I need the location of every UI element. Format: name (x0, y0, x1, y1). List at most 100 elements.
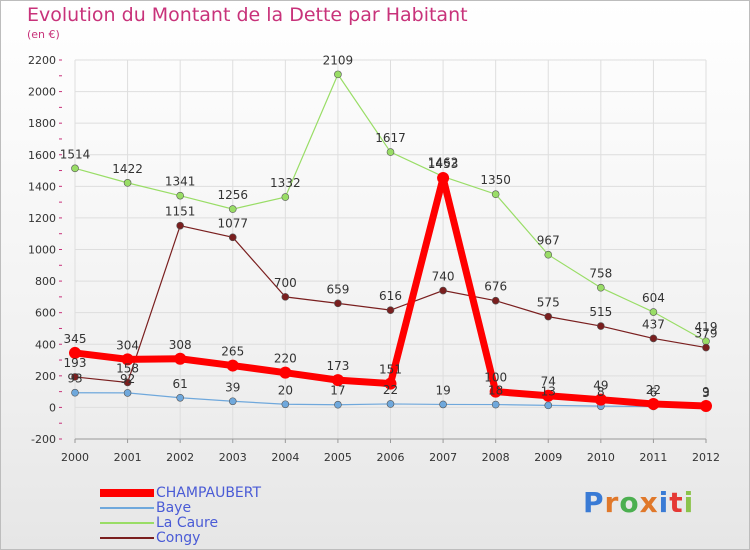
data-label: 6 (650, 385, 658, 399)
data-point (123, 179, 132, 187)
logo-letter: o (619, 486, 640, 519)
data-point (281, 400, 290, 409)
data-label: 616 (379, 289, 402, 303)
data-point (386, 400, 395, 408)
data-label: 758 (589, 267, 612, 281)
data-point (439, 400, 447, 409)
data-label: 13 (541, 384, 556, 398)
data-point (542, 389, 555, 402)
data-point (386, 306, 395, 314)
x-tick-label: 2012 (692, 451, 720, 464)
x-tick-label: 2008 (482, 451, 510, 464)
data-point (228, 205, 237, 213)
chart-unit-label: (en €) (27, 28, 60, 41)
data-point (69, 346, 81, 359)
data-label: 193 (64, 356, 87, 370)
legend-item: Congy (100, 530, 200, 546)
y-tick-label: 2200 (28, 54, 56, 67)
legend-swatch (100, 537, 154, 539)
data-point (176, 191, 184, 200)
legend-label: Baye (156, 500, 192, 516)
data-label: 437 (642, 317, 665, 331)
x-tick-label: 2011 (639, 451, 667, 464)
data-point (544, 312, 553, 321)
data-label: 49 (593, 379, 608, 393)
data-point (279, 366, 292, 379)
logo-letter: x (639, 486, 659, 519)
y-tick-label: 1000 (28, 244, 56, 257)
data-point (597, 322, 605, 330)
data-label: 173 (326, 359, 349, 373)
data-point (491, 296, 500, 305)
data-label: 575 (537, 296, 560, 310)
data-point (226, 359, 239, 372)
data-label: 967 (537, 234, 560, 248)
y-tick-label: 400 (35, 338, 56, 351)
data-label: 740 (432, 270, 455, 284)
data-label: 265 (221, 345, 244, 359)
axis-layer: -200 0 200 400 600 800 1000 1200 1400 1600 1800 200… (28, 54, 720, 464)
legend-label: La Caure (156, 515, 219, 531)
data-point (334, 70, 342, 79)
legend-item: Baye (100, 500, 191, 516)
data-point (700, 399, 712, 412)
proxiti-logo: Proxiti (583, 486, 694, 519)
data-label: 61 (173, 377, 188, 391)
data-label: 9 (702, 385, 710, 399)
data-point (334, 299, 342, 308)
data-point (228, 397, 237, 406)
data-label: 20 (278, 383, 293, 397)
data-label: 659 (326, 282, 349, 296)
x-tick-label: 2010 (587, 451, 615, 464)
y-tick-label: 2000 (28, 86, 56, 99)
data-label: 676 (484, 280, 507, 294)
data-point (544, 250, 553, 259)
data-point (597, 283, 605, 292)
y-tick-label: 200 (35, 370, 56, 383)
data-label: 17 (330, 384, 345, 398)
data-label: 1151 (165, 205, 196, 219)
data-label: 1256 (217, 188, 248, 202)
data-label: 151 (379, 363, 402, 377)
data-point (647, 397, 660, 410)
data-point (71, 373, 79, 381)
legend-item: CHAMPAUBERT (100, 485, 261, 501)
logo-letter: i (658, 486, 670, 519)
x-tick-label: 2004 (271, 451, 299, 464)
data-point (491, 400, 500, 409)
legend-swatch (100, 522, 154, 524)
data-label: 1453 (428, 157, 459, 171)
y-tick-label: -200 (31, 433, 56, 446)
data-point (176, 393, 184, 402)
data-label: 1332 (270, 176, 301, 190)
x-tick-label: 2005 (324, 451, 352, 464)
data-label: 1617 (375, 131, 406, 145)
y-tick-label: 800 (35, 275, 56, 288)
y-tick-label: 1800 (28, 117, 56, 130)
data-label: 308 (169, 338, 192, 352)
data-point (176, 221, 184, 230)
y-tick-label: 1600 (28, 149, 56, 162)
data-point (228, 233, 237, 242)
data-label: 92 (120, 372, 135, 386)
data-label: 3 (702, 386, 710, 400)
y-tick-label: 0 (49, 401, 56, 414)
data-label: 1341 (165, 175, 196, 189)
data-label: 100 (484, 371, 507, 385)
data-label: 18 (488, 384, 503, 398)
legend-label: CHAMPAUBERT (156, 485, 262, 501)
data-point (594, 393, 607, 406)
data-label: 8 (597, 385, 605, 399)
data-point (649, 334, 658, 343)
data-label: 700 (274, 276, 297, 290)
data-point (489, 385, 502, 398)
data-point (123, 389, 132, 397)
data-label: 158 (116, 361, 139, 375)
data-label: 1462 (428, 156, 459, 170)
x-tick-label: 2007 (429, 451, 457, 464)
data-point (281, 193, 290, 201)
data-label: 1422 (112, 162, 143, 176)
data-label: 93 (67, 372, 82, 386)
legend-swatch (100, 489, 154, 497)
